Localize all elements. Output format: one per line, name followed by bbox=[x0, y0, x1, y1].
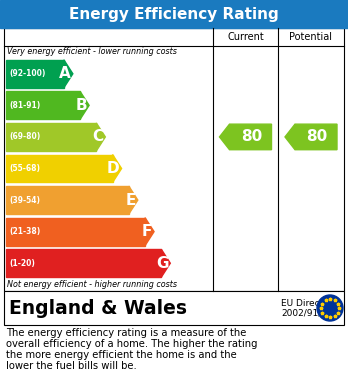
Polygon shape bbox=[80, 91, 89, 119]
Text: 2002/91/EC: 2002/91/EC bbox=[281, 308, 333, 317]
Text: EU Directive: EU Directive bbox=[281, 298, 337, 307]
Polygon shape bbox=[285, 124, 337, 150]
Text: Current: Current bbox=[227, 32, 264, 42]
Text: overall efficiency of a home. The higher the rating: overall efficiency of a home. The higher… bbox=[6, 339, 258, 349]
Bar bbox=[6, 60, 64, 88]
Bar bbox=[6, 186, 129, 214]
Bar bbox=[6, 91, 80, 119]
Polygon shape bbox=[64, 60, 73, 88]
Bar bbox=[4, 291, 344, 325]
Text: Very energy efficient - lower running costs: Very energy efficient - lower running co… bbox=[7, 47, 177, 56]
Polygon shape bbox=[129, 186, 138, 214]
Text: C: C bbox=[92, 129, 103, 144]
Circle shape bbox=[317, 295, 343, 321]
Text: The energy efficiency rating is a measure of the: The energy efficiency rating is a measur… bbox=[6, 328, 246, 338]
Polygon shape bbox=[161, 249, 170, 277]
Bar bbox=[6, 249, 161, 277]
Text: lower the fuel bills will be.: lower the fuel bills will be. bbox=[6, 361, 137, 371]
Bar bbox=[4, 28, 344, 291]
Text: E: E bbox=[125, 193, 136, 208]
Text: Not energy efficient - higher running costs: Not energy efficient - higher running co… bbox=[7, 280, 177, 289]
Text: Energy Efficiency Rating: Energy Efficiency Rating bbox=[69, 7, 279, 22]
Polygon shape bbox=[96, 123, 105, 151]
Bar bbox=[6, 123, 96, 151]
Polygon shape bbox=[112, 154, 121, 183]
Bar bbox=[0, 0, 348, 28]
Text: (92-100): (92-100) bbox=[9, 69, 45, 78]
Text: 80: 80 bbox=[306, 129, 327, 144]
Text: A: A bbox=[59, 66, 71, 81]
Text: (39-54): (39-54) bbox=[9, 196, 40, 204]
Polygon shape bbox=[220, 124, 271, 150]
Polygon shape bbox=[145, 218, 154, 246]
Text: D: D bbox=[107, 161, 120, 176]
Text: England & Wales: England & Wales bbox=[9, 298, 187, 317]
Text: (21-38): (21-38) bbox=[9, 227, 40, 236]
Text: 80: 80 bbox=[241, 129, 262, 144]
Text: Potential: Potential bbox=[290, 32, 332, 42]
Bar bbox=[6, 154, 112, 183]
Text: F: F bbox=[142, 224, 152, 239]
Bar bbox=[6, 218, 145, 246]
Text: the more energy efficient the home is and the: the more energy efficient the home is an… bbox=[6, 350, 237, 360]
Text: (1-20): (1-20) bbox=[9, 259, 35, 268]
Text: (55-68): (55-68) bbox=[9, 164, 40, 173]
Text: (81-91): (81-91) bbox=[9, 101, 40, 110]
Text: G: G bbox=[156, 256, 168, 271]
Text: B: B bbox=[76, 98, 87, 113]
Text: (69-80): (69-80) bbox=[9, 133, 40, 142]
